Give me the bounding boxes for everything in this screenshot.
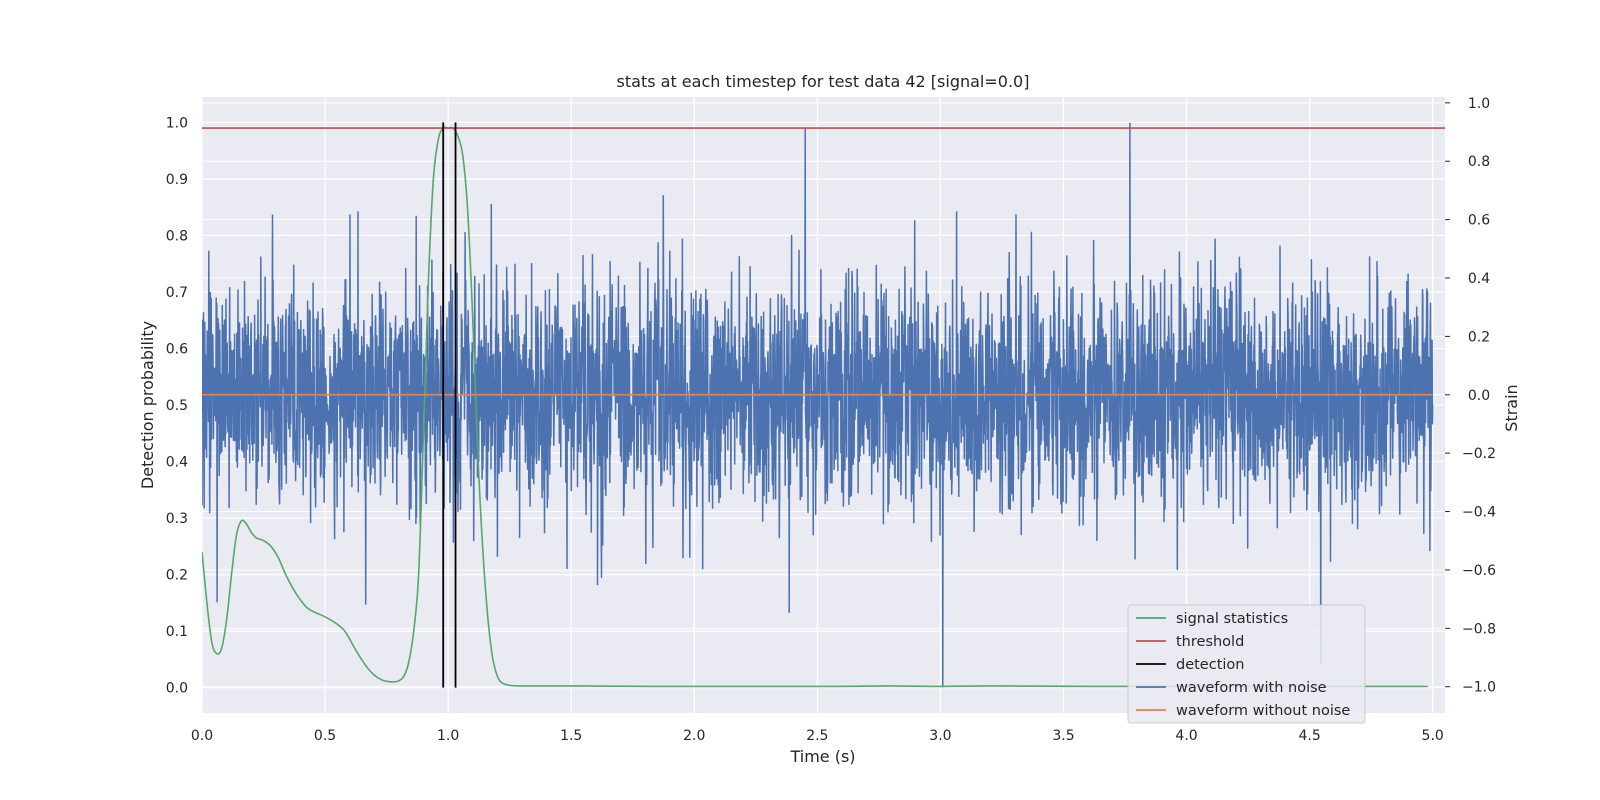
y2-axis-label: Strain <box>1502 384 1521 431</box>
y2-tick-label: 0.8 <box>1468 154 1490 170</box>
x-tick-label: 1.0 <box>437 728 459 744</box>
legend-entry-detection: detection <box>1176 657 1244 673</box>
y2-tick-label: −1.0 <box>1462 680 1496 696</box>
y2-tick-label: 0.2 <box>1468 329 1490 345</box>
x-tick-label: 3.5 <box>1052 728 1074 744</box>
x-tick-label: 5.0 <box>1422 728 1444 744</box>
y-tick-label: 0.1 <box>166 624 188 640</box>
x-tick-label: 2.5 <box>806 728 828 744</box>
y2-tick-label: 0.0 <box>1468 388 1490 404</box>
legend-box <box>1127 604 1366 724</box>
y-tick-label: 0.8 <box>166 228 188 244</box>
legend-entry-threshold: threshold <box>1176 634 1244 650</box>
y-tick-label: 0.0 <box>166 681 188 697</box>
chart-title: stats at each timestep for test data 42 … <box>617 72 1030 91</box>
x-tick-label: 2.0 <box>683 728 705 744</box>
x-axis-label: Time (s) <box>789 747 855 766</box>
y2-tick-label: 1.0 <box>1468 96 1490 112</box>
plot-content <box>202 122 1445 688</box>
y-tick-label: 1.0 <box>166 115 188 131</box>
y-tick-label: 0.2 <box>166 568 188 584</box>
legend-entry-waveform-without-noise: waveform without noise <box>1176 703 1350 719</box>
y-tick-label: 0.9 <box>166 172 188 188</box>
x-tick-label: 1.5 <box>560 728 582 744</box>
y-tick-label: 0.6 <box>166 341 188 357</box>
waveform-with-noise-line <box>202 122 1434 688</box>
y2-tick-label: 0.4 <box>1468 271 1490 287</box>
y2-tick-label: 0.6 <box>1468 213 1490 229</box>
y2-tick-label: −0.8 <box>1462 621 1496 637</box>
detection-lines <box>442 122 457 688</box>
x-tick-label: 4.5 <box>1298 728 1320 744</box>
x-axis-ticks: 0.0 0.5 1.0 1.5 2.0 2.5 3.0 3.5 4.0 4.5 5.0 <box>191 728 1444 744</box>
x-tick-label: 4.0 <box>1175 728 1197 744</box>
legend-entry-waveform-with-noise: waveform with noise <box>1176 680 1327 696</box>
y-tick-label: 0.3 <box>166 511 188 527</box>
y-tick-label: 0.4 <box>166 455 188 471</box>
y2-axis-ticks: −1.0 −0.8 −0.6 −0.4 −0.2 0.0 0.2 0.4 0.6 0.8 1.0 <box>1445 96 1496 696</box>
legend: signal statistics threshold detection wa… <box>1127 604 1366 724</box>
y-tick-label: 0.7 <box>166 285 188 301</box>
x-tick-label: 0.0 <box>191 728 213 744</box>
y2-tick-label: −0.2 <box>1462 446 1496 462</box>
y-axis-ticks: 0.0 0.1 0.2 0.3 0.4 0.5 0.6 0.7 0.8 0.9 1.0 <box>166 115 188 696</box>
legend-entry-signal-statistics: signal statistics <box>1176 611 1288 627</box>
x-tick-label: 0.5 <box>314 728 336 744</box>
signal-statistics-line <box>202 126 1428 688</box>
x-tick-label: 3.0 <box>929 728 951 744</box>
y2-tick-label: −0.6 <box>1462 563 1496 579</box>
y2-tick-label: −0.4 <box>1462 505 1496 521</box>
y-tick-label: 0.5 <box>166 398 188 414</box>
y-axis-label: Detection probability <box>138 321 157 489</box>
